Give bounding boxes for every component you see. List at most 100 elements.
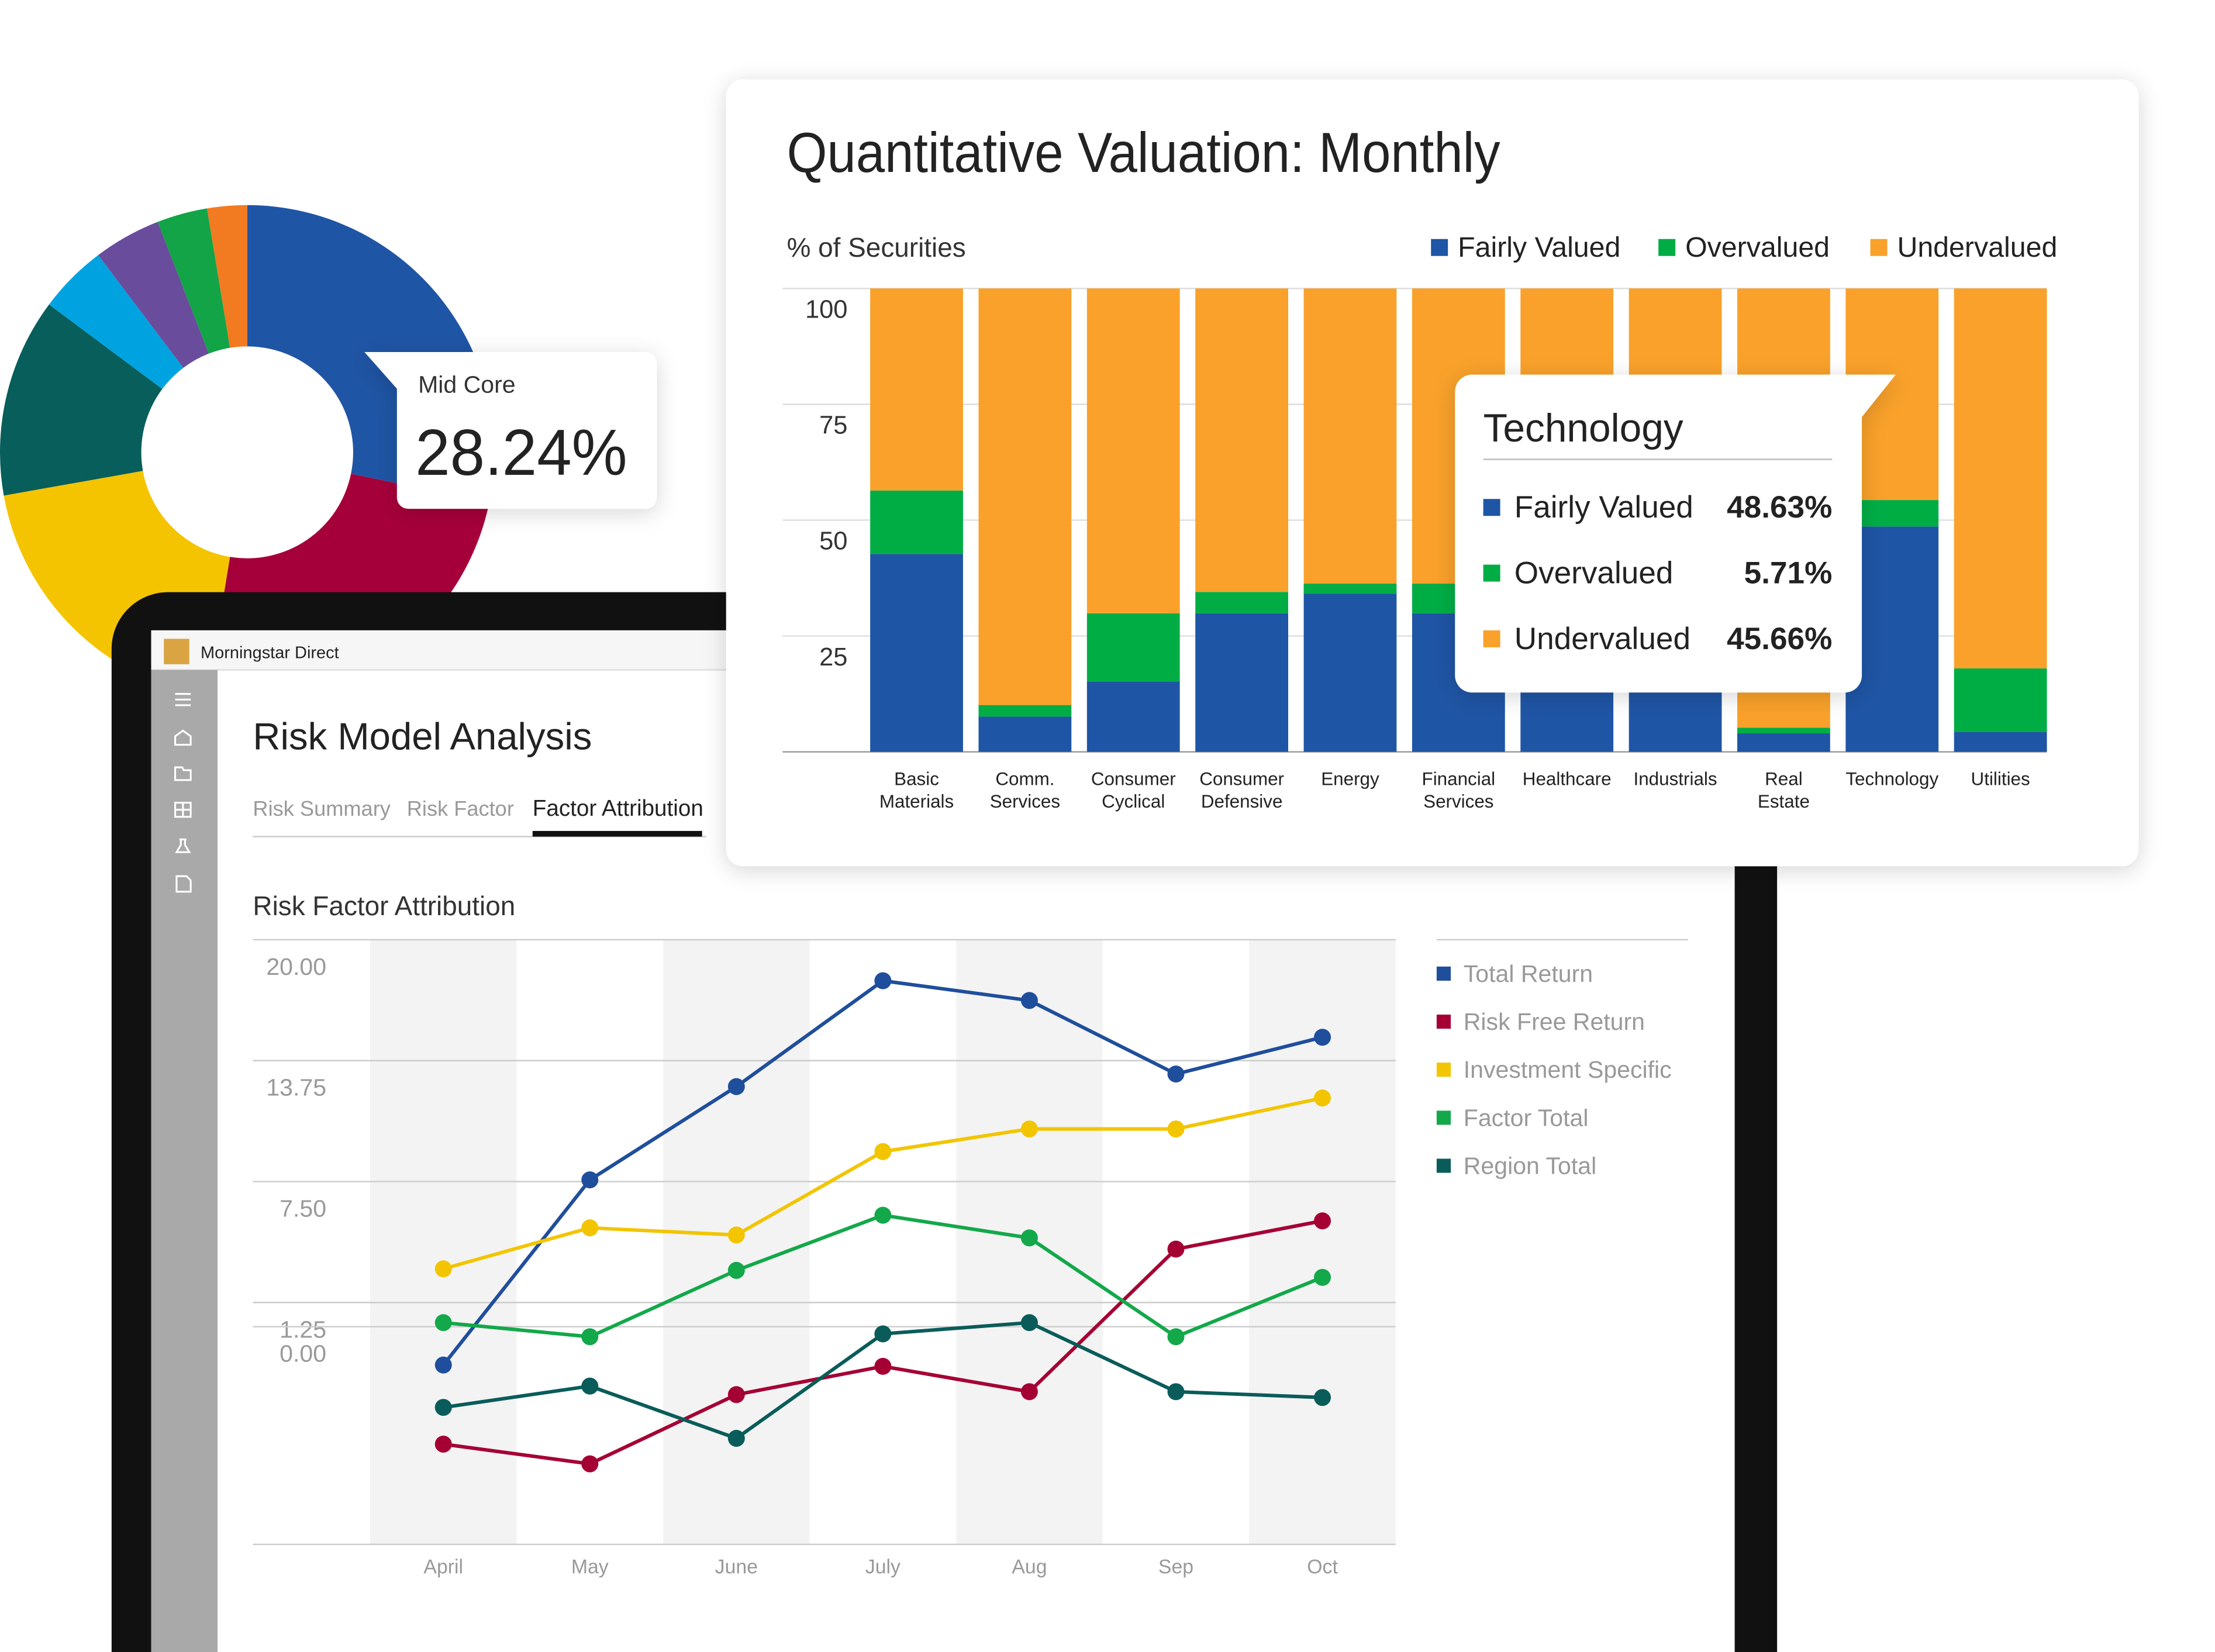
data-point — [1314, 1029, 1331, 1046]
legend-swatch — [1431, 239, 1448, 256]
legend-label: Investment Specific — [1464, 1056, 1672, 1083]
data-point — [1020, 1383, 1038, 1401]
bar-segment — [870, 288, 963, 491]
bar-segment — [978, 716, 1072, 752]
y-tick-label: 0.00 — [280, 1340, 326, 1367]
tab[interactable]: Risk Summary — [253, 796, 391, 820]
tooltip-swatch — [1483, 630, 1500, 647]
legend-label: Undervalued — [1897, 232, 2057, 263]
tooltip-swatch — [1483, 564, 1500, 582]
x-tick-label: Basic Materials — [879, 768, 954, 812]
line-chart-title: Risk Factor Attribution — [253, 891, 515, 921]
lab-icon[interactable] — [175, 838, 191, 853]
folder-icon[interactable] — [174, 766, 192, 781]
grid-icon[interactable] — [174, 802, 192, 818]
pie-slice — [157, 208, 230, 354]
y-tick-label: 75 — [819, 412, 847, 440]
legend-swatch — [1436, 966, 1451, 981]
data-point — [1314, 1268, 1331, 1286]
bar-segment — [1086, 288, 1180, 613]
y-tick-label: 50 — [819, 527, 847, 556]
tab-active[interactable]: Factor Attribution — [533, 796, 703, 821]
x-tick-label: Sep — [1158, 1556, 1193, 1578]
bar-segment — [1954, 732, 2047, 752]
x-tick-label: Consumer Defensive — [1199, 768, 1284, 812]
menu-icon[interactable] — [175, 693, 191, 706]
data-point — [1314, 1089, 1331, 1107]
x-tick-label: Energy — [1321, 768, 1379, 789]
bar-segment — [1086, 681, 1180, 752]
data-point — [581, 1219, 599, 1237]
doc-icon[interactable] — [175, 875, 192, 893]
x-tick-label: Comm. Services — [990, 768, 1060, 812]
legend-label: Risk Free Return — [1464, 1008, 1645, 1035]
callout-value: 28.24% — [415, 416, 627, 489]
y-tick-label: 7.50 — [280, 1195, 326, 1222]
x-tick-label: Utilities — [1971, 768, 2030, 789]
y-tick-label: 100 — [805, 296, 848, 324]
data-point — [581, 1455, 599, 1472]
data-point — [434, 1436, 452, 1453]
y-tick-label: 13.75 — [266, 1074, 326, 1101]
bar-segment — [1086, 613, 1180, 682]
bar-segment — [1303, 288, 1397, 584]
pie-callout — [364, 351, 657, 509]
home-icon[interactable] — [174, 729, 192, 746]
line-chart: 20.00 13.75 7.50 1.250.00 April May June July Au… — [253, 939, 1688, 1578]
tab-underline — [532, 830, 702, 837]
bar-segment — [1195, 288, 1289, 592]
data-point — [1020, 992, 1038, 1009]
data-point — [1167, 1240, 1185, 1258]
legend-swatch — [1436, 1158, 1451, 1173]
bar-segment — [1954, 668, 2047, 732]
data-point — [1167, 1065, 1185, 1083]
data-point — [1167, 1120, 1185, 1138]
data-point — [1167, 1383, 1185, 1401]
legend-label: Factor Total — [1464, 1104, 1589, 1131]
legend-label: Overvalued — [1685, 232, 1830, 263]
data-point — [727, 1261, 745, 1279]
data-point — [727, 1386, 745, 1403]
tooltip-title: Technology — [1483, 406, 1683, 450]
tooltip-value: 45.66% — [1727, 622, 1832, 656]
bar-segment — [1195, 592, 1289, 613]
tab[interactable]: Risk Factor — [407, 796, 514, 820]
y-tick-label: 1.25 — [280, 1316, 326, 1343]
x-tick-label: Aug — [1012, 1556, 1047, 1578]
bar-chart: 25 50 75 100 Basic Materials Comm. Services Cons… — [782, 232, 2057, 812]
plot-band — [370, 939, 517, 1544]
legend-label: Region Total — [1464, 1153, 1596, 1179]
pie-slice — [49, 255, 184, 389]
pie-slice — [207, 205, 247, 348]
logo — [164, 639, 189, 664]
y-tick-label: 20.00 — [266, 953, 326, 980]
callout-box — [396, 351, 657, 509]
data-point — [874, 1325, 892, 1343]
app-name: Morningstar Direct — [201, 644, 339, 663]
y-axis-label: % of Securities — [787, 232, 966, 263]
x-tick-label: Consumer Cyclical — [1091, 768, 1176, 812]
tooltip-label: Fairly Valued — [1514, 490, 1693, 525]
y-tick-label: 25 — [819, 643, 847, 671]
data-point — [727, 1430, 745, 1447]
data-point — [434, 1260, 452, 1278]
pie-slice — [0, 304, 163, 496]
x-tick-label: Technology — [1845, 768, 1938, 789]
x-tick-label: June — [715, 1556, 758, 1578]
x-tick-label: April — [423, 1556, 463, 1578]
x-tick-label: Financial Services — [1422, 768, 1496, 812]
legend-swatch — [1436, 1063, 1451, 1077]
x-tick-label: Industrials — [1634, 768, 1717, 789]
data-point — [434, 1314, 452, 1332]
bar-segment — [978, 705, 1072, 717]
pie-slice — [98, 222, 209, 368]
bar-segment — [870, 554, 963, 752]
bar-segment — [1303, 584, 1397, 594]
callout-label: Mid Core — [418, 371, 516, 398]
data-point — [581, 1377, 599, 1395]
tooltip-box — [1455, 374, 1862, 693]
data-point — [727, 1226, 745, 1244]
legend-label: Total Return — [1464, 960, 1593, 987]
data-point — [874, 972, 892, 989]
